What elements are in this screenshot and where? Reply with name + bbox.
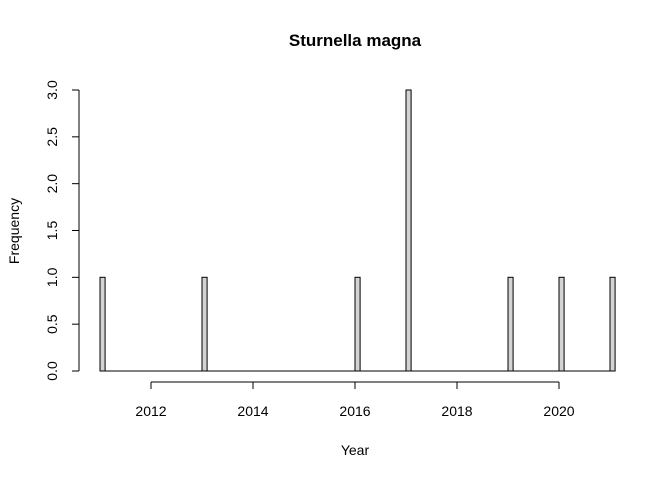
y-tick-label-3: 1.5: [44, 221, 60, 241]
histogram-bar-4: [507, 276, 514, 372]
y-tick-label-2: 1.0: [44, 267, 60, 287]
histogram-bar-0: [99, 276, 106, 372]
bar-group: [99, 89, 616, 372]
x-axis-ticks: 2012 2014 2016 2018 2020: [135, 382, 575, 419]
histogram-bar-1: [201, 276, 208, 372]
y-tick-label-4: 2.0: [44, 174, 60, 194]
histogram-bar-2: [354, 276, 361, 372]
histogram-bar-6: [609, 276, 616, 372]
x-tick-label-2012: 2012: [135, 403, 166, 419]
x-tick-label-2014: 2014: [237, 403, 268, 419]
y-tick-label-6: 3.0: [44, 80, 60, 100]
y-axis-ticks: 0.0 0.5 1.0 1.5 2.0 2.5 3.0: [44, 80, 79, 381]
x-axis-label: Year: [341, 442, 370, 458]
histogram-bar-3: [405, 89, 412, 372]
y-tick-label-0: 0.0: [44, 361, 60, 381]
y-tick-label-1: 0.5: [44, 314, 60, 334]
y-tick-label-5: 2.5: [44, 127, 60, 147]
y-axis-label: Frequency: [6, 198, 22, 264]
histogram-bar-5: [558, 276, 565, 372]
x-tick-label-2016: 2016: [339, 403, 370, 419]
x-tick-label-2020: 2020: [543, 403, 574, 419]
x-tick-label-2018: 2018: [441, 403, 472, 419]
chart-title: Sturnella magna: [289, 31, 422, 50]
